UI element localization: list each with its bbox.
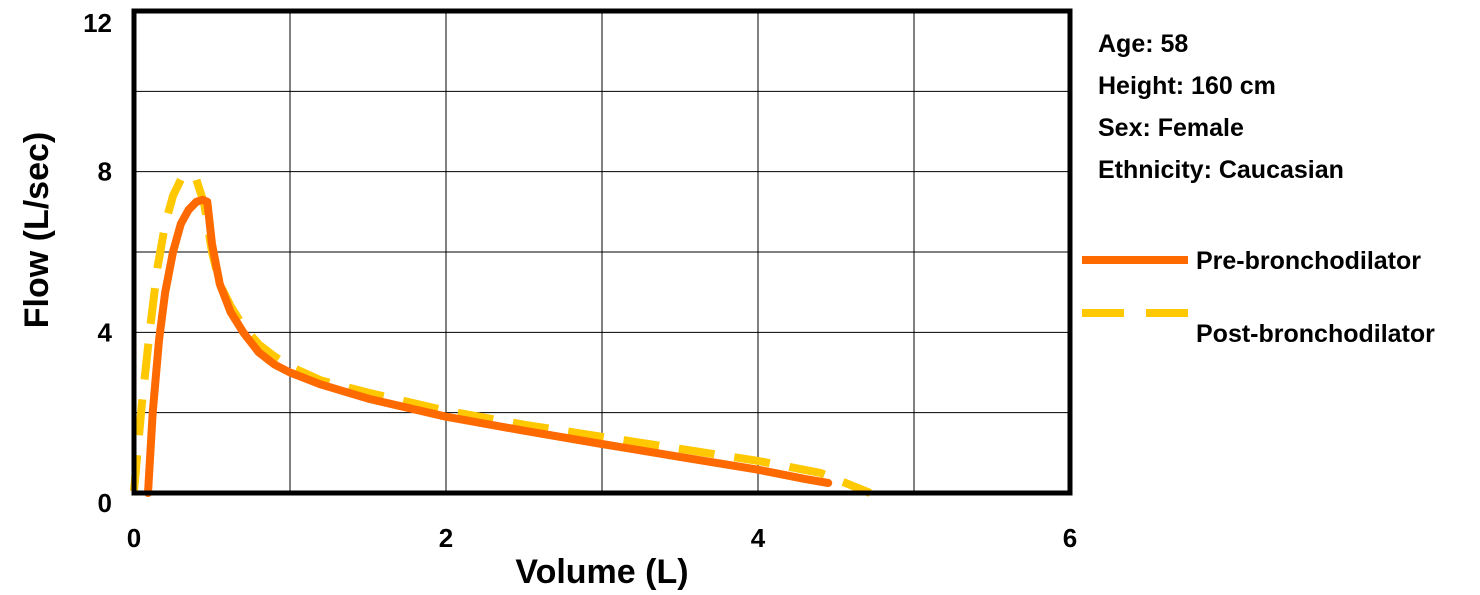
patient-info: Age: 58 Height: 160 cm Sex: Female Ethni… (1098, 30, 1344, 184)
plot-frame (131, 8, 1073, 496)
y-axis-title: Flow (L/sec) (18, 132, 56, 328)
x-tick-label: 0 (127, 523, 141, 553)
legend: Pre-bronchodilator Post-bronchodilator (1082, 247, 1435, 348)
y-tick-label: 12 (83, 8, 112, 38)
y-tick-label: 8 (98, 157, 112, 187)
x-tick-label: 6 (1063, 523, 1077, 553)
x-tick-label: 2 (439, 523, 453, 553)
y-tick-label: 4 (98, 317, 113, 347)
tick-labels: 0 2 4 6 0 4 8 12 (83, 8, 1077, 553)
x-tick-label: 4 (751, 523, 766, 553)
series-line-pre-bronchodilator (144, 195, 833, 497)
legend-label-post: Post-bronchodilator (1196, 320, 1435, 348)
grid-lines (133, 10, 1071, 494)
info-ethnicity: Ethnicity: Caucasian (1098, 156, 1344, 184)
info-age: Age: 58 (1098, 30, 1188, 58)
y-tick-label: 0 (98, 488, 112, 518)
x-axis-title: Volume (L) (515, 553, 688, 591)
info-height: Height: 160 cm (1098, 72, 1276, 100)
legend-label-pre: Pre-bronchodilator (1196, 247, 1421, 275)
info-sex: Sex: Female (1098, 114, 1244, 142)
series-layer (130, 169, 872, 497)
